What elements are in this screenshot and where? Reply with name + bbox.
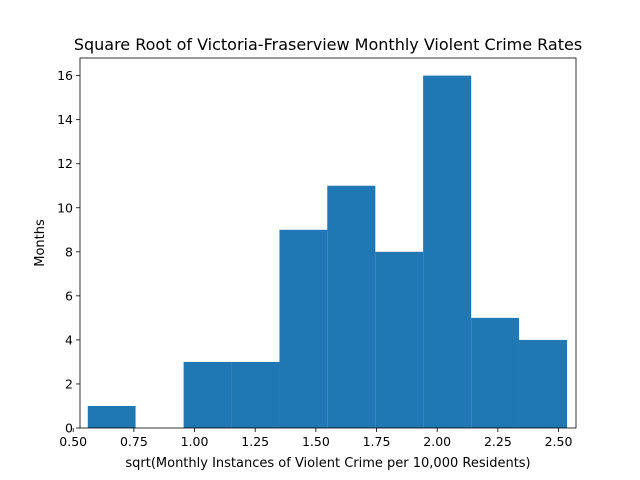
y-axis: 0 2 4 6 8 10 12 14 16 [57,68,80,436]
histogram-bar-9 [471,317,519,428]
y-tick-label: 6 [65,288,73,303]
y-tick-label: 2 [65,376,73,391]
y-tick-label: 12 [57,156,73,171]
bars-group [87,75,568,428]
chart-title: Square Root of Victoria-Fraserview Month… [74,35,582,54]
histogram-bar-6 [327,185,376,428]
x-tick-label: 0.50 [59,434,87,449]
x-tick-label: 2.00 [423,434,451,449]
y-tick-label: 4 [65,332,73,347]
y-tick-label: 16 [57,68,73,83]
x-tick-label: 1.25 [241,434,269,449]
histogram-bar-7 [375,251,424,428]
y-tick-label: 10 [57,200,73,215]
plot-frame [79,57,577,429]
histogram-bar-3 [183,361,232,428]
y-tick-label: 8 [65,244,73,259]
histogram-bar-1 [87,405,136,428]
histogram-bar-8 [423,75,472,428]
x-axis-label: sqrt(Monthly Instances of Violent Crime … [125,456,530,471]
x-tick-label: 2.50 [545,434,573,449]
x-tick-label: 2.25 [484,434,512,449]
histogram-bar-4 [231,361,280,428]
x-axis: 0.50 0.75 1.00 1.25 1.50 1.75 2.00 2.25 2.50 [59,428,572,449]
x-tick-label: 0.75 [120,434,148,449]
histogram-bar-5 [279,229,328,428]
histogram-bar-10 [518,339,568,428]
y-axis-label: Months [33,219,48,267]
y-tick-label: 0 [65,421,73,436]
x-tick-label: 1.75 [363,434,391,449]
x-tick-label: 1.50 [302,434,330,449]
y-tick-label: 14 [57,112,73,127]
x-tick-label: 1.00 [181,434,209,449]
